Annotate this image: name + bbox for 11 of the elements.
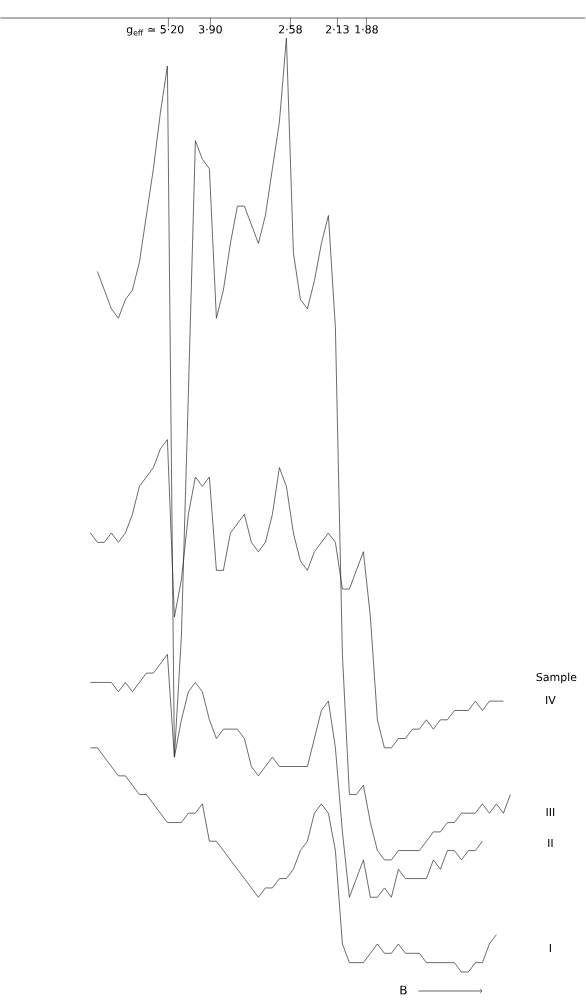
text: 3·90 [199, 25, 222, 34]
text: g$_{eff}$ ≃ 5·20 [126, 25, 184, 36]
text: II [548, 839, 553, 847]
text: 2·13 [326, 25, 349, 34]
text: 2·58 [279, 25, 302, 34]
text: IV [546, 696, 556, 704]
legend-title: Sample [536, 672, 577, 684]
text: III [546, 808, 555, 816]
x-axis-title: B [400, 985, 407, 995]
text: 1·88 [355, 25, 378, 34]
text: I [549, 944, 552, 952]
